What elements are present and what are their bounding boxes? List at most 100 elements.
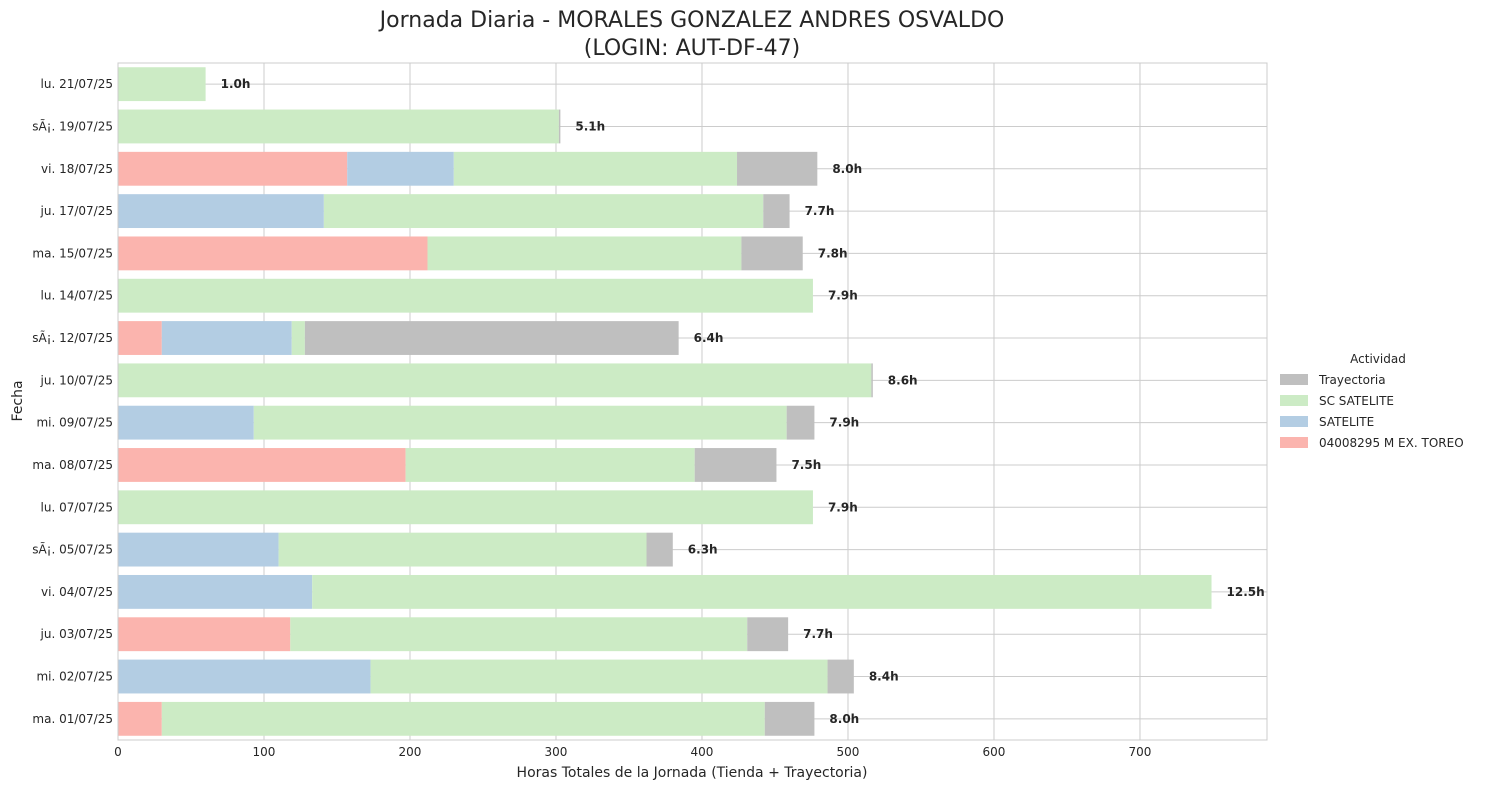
bar-segment	[118, 532, 279, 567]
bar-segment	[118, 490, 813, 525]
bar-segment	[827, 659, 854, 694]
bar-segment	[118, 448, 406, 482]
bar-segment	[747, 617, 789, 652]
bar-total-label: 6.4h	[694, 331, 724, 345]
bar-total-label: 7.8h	[818, 246, 848, 260]
x-axis-tick-labels: 0 100 200 300 400 500 600 700	[114, 745, 1151, 759]
bar-segment	[741, 236, 803, 271]
bar-total-label: 8.0h	[829, 712, 859, 726]
y-tick-label: ma. 15/07/25	[32, 246, 113, 260]
bar-segment	[118, 701, 162, 736]
x-tick-label: 600	[983, 745, 1006, 759]
plot-frame	[117, 62, 1268, 741]
bar-segment	[118, 109, 559, 144]
bar-segment	[118, 236, 428, 271]
bar-total-label: 5.1h	[575, 119, 605, 133]
bar-segment	[161, 701, 765, 736]
y-tick-label: ma. 01/07/25	[32, 712, 113, 726]
bar-total-label: 1.0h	[221, 77, 251, 91]
y-tick-label: mi. 09/07/25	[36, 416, 113, 430]
bar-segment	[737, 151, 818, 186]
chart-title-line1: Jornada Diaria - MORALES GONZALEZ ANDRES…	[378, 8, 1005, 33]
y-tick-label: lu. 07/07/25	[41, 500, 113, 514]
x-axis-label: Horas Totales de la Jornada (Tienda + Tr…	[517, 765, 868, 781]
bar-segment	[347, 151, 454, 186]
x-tick-label: 0	[114, 745, 122, 759]
bar-segment	[764, 701, 815, 736]
bar-total-label: 8.4h	[869, 670, 899, 684]
x-tick-label: 400	[691, 745, 714, 759]
bar-segment	[871, 363, 873, 398]
bar-segment	[323, 194, 764, 229]
y-tick-label: ma. 08/07/25	[32, 458, 113, 472]
bar-segment	[118, 617, 291, 652]
bar-segment	[118, 405, 254, 440]
bar-segment	[118, 278, 813, 313]
legend-swatch	[1280, 437, 1308, 448]
y-tick-label: sÃ¡. 05/07/25	[32, 542, 113, 557]
y-tick-label: sÃ¡. 12/07/25	[32, 330, 113, 345]
bar-segment	[118, 321, 162, 355]
y-tick-label: ju. 17/07/25	[40, 204, 113, 218]
bar-segment	[290, 617, 748, 652]
bar-segment	[304, 321, 679, 355]
bar-segment	[278, 532, 647, 567]
y-tick-label: vi. 18/07/25	[41, 162, 113, 176]
bar-segment	[558, 109, 561, 144]
y-tick-label: sÃ¡. 19/07/25	[32, 118, 113, 133]
bar-total-label: 12.5h	[1227, 585, 1265, 599]
legend-entry: SC SATELITE	[1319, 394, 1394, 408]
y-tick-label: lu. 14/07/25	[41, 289, 113, 303]
bar-segment	[118, 363, 872, 398]
chart-title-line2: (LOGIN: AUT-DF-47)	[584, 36, 800, 61]
x-tick-label: 500	[837, 745, 860, 759]
y-axis-label: Fecha	[10, 380, 26, 421]
y-tick-label: mi. 02/07/25	[36, 670, 113, 684]
bar-total-label: 8.0h	[832, 162, 862, 176]
bar-segment	[763, 194, 790, 229]
y-tick-label: ju. 10/07/25	[40, 373, 113, 387]
bar-segment	[312, 574, 1212, 609]
y-tick-label: ju. 03/07/25	[40, 627, 113, 641]
bar-total-label: 7.9h	[828, 500, 858, 514]
x-tick-label: 200	[399, 745, 422, 759]
bar-segment	[646, 532, 673, 567]
legend-swatch	[1280, 395, 1308, 406]
y-tick-label: lu. 21/07/25	[41, 77, 113, 91]
legend-entry: SATELITE	[1319, 415, 1374, 429]
y-tick-label: vi. 04/07/25	[41, 585, 113, 599]
bar-segment	[118, 67, 206, 102]
bar-segment	[161, 321, 292, 355]
bar-total-label: 6.3h	[688, 543, 718, 557]
bar-segment	[118, 574, 313, 609]
bar-total-label: 7.9h	[828, 289, 858, 303]
bar-total-label: 7.7h	[805, 204, 835, 218]
legend-entry: Trayectoria	[1318, 373, 1386, 387]
bar-segment	[786, 405, 815, 440]
x-tick-label: 700	[1129, 745, 1152, 759]
bar-segment	[370, 659, 828, 694]
bar-total-label: 7.7h	[803, 627, 833, 641]
bar-segment	[253, 405, 787, 440]
bar-segment	[427, 236, 742, 271]
legend-swatch	[1280, 416, 1308, 427]
legend: Actividad Trayectoria SC SATELITE SATELITE…	[1280, 352, 1464, 450]
x-tick-label: 100	[253, 745, 276, 759]
bar-segment	[118, 194, 324, 229]
bar-segment	[118, 659, 371, 694]
legend-swatch	[1280, 374, 1308, 385]
bar-segment	[405, 448, 695, 482]
bar-segment	[453, 151, 738, 186]
bar-total-label: 7.9h	[829, 416, 859, 430]
x-tick-label: 300	[545, 745, 568, 759]
bar-total-label: 7.5h	[791, 458, 821, 472]
bar-segment	[118, 151, 348, 186]
bars	[118, 67, 1212, 736]
bar-total-label: 8.6h	[888, 373, 918, 387]
y-axis-tick-labels: lu. 21/07/25 sÃ¡. 19/07/25 vi. 18/07/25 ju.…	[32, 77, 113, 726]
bar-total-labels: 1.0h 5.1h 8.0h 7.7h 7.8h 7.9h 6.4h 8.6h 7.9h 7.5h…	[221, 77, 1265, 726]
bar-segment	[291, 321, 305, 355]
legend-entry: 04008295 M EX. TOREO	[1319, 436, 1464, 450]
legend-title: Actividad	[1350, 352, 1406, 366]
